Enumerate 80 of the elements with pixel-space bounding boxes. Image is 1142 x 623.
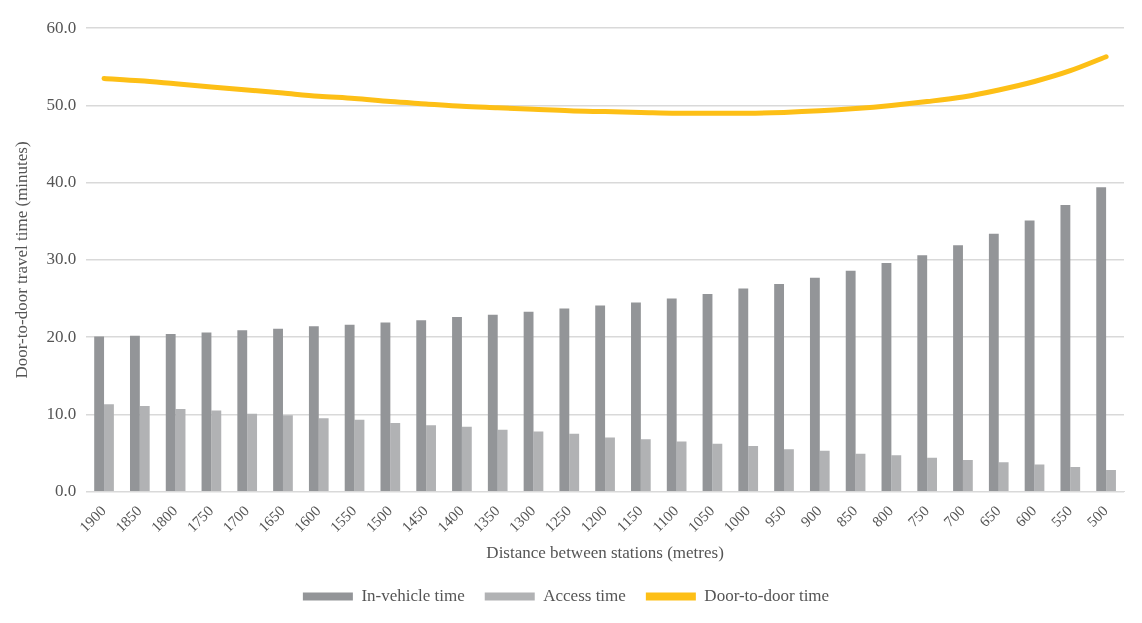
bar [855,453,866,491]
bar [380,322,391,491]
y-tick-label: 0.0 [54,481,77,501]
bar [139,405,150,491]
bar [452,317,462,491]
bar [175,409,186,491]
x-tick-label: 700 [940,502,968,530]
legend-label: Door-to-door time [704,585,830,605]
bar [738,288,749,491]
bar [666,298,677,491]
bar [201,332,212,491]
y-tick-label: 20.0 [46,326,77,346]
bar [461,426,472,491]
x-axis-title: Distance between stations (metres) [486,543,724,563]
bar [497,429,508,491]
x-tick-label: 650 [976,502,1004,530]
bar [487,314,498,491]
bar [165,334,176,491]
bar [237,330,248,491]
bar [1106,470,1116,491]
bar [426,425,436,491]
bar [416,320,427,491]
x-tick-label: 600 [1012,502,1040,530]
bar [595,305,606,491]
y-tick-label: 10.0 [46,403,77,423]
bar [318,418,329,491]
bar [94,336,105,491]
bar [881,263,892,491]
y-axis-title: Door-to-door travel time (minutes) [11,141,31,379]
bar [211,410,222,491]
bar [702,293,713,491]
bar [569,433,580,491]
y-tick-label: 40.0 [46,172,77,192]
y-tick-label: 50.0 [46,94,77,114]
bar [809,277,820,491]
x-tick-label: 500 [1083,502,1112,530]
bar [953,245,963,491]
bar [774,283,785,491]
bar [282,415,293,491]
x-tick-label: 550 [1048,502,1076,530]
legend-label: In-vehicle time [361,585,465,605]
bar [845,270,856,491]
bar [1096,187,1107,491]
x-tick-label: 900 [797,502,825,530]
bar [640,439,651,491]
bar [1034,464,1045,491]
bar [1024,220,1035,491]
bar [104,404,114,491]
x-tick-label: 750 [904,502,933,530]
bar [559,308,570,491]
bar [129,335,140,491]
bar [819,450,830,491]
x-tick-label: 800 [869,502,897,530]
bar [988,233,999,491]
bar [917,255,928,491]
bar [676,441,687,491]
bar [927,457,938,491]
bar [273,328,283,491]
x-tick-label: 850 [833,502,861,530]
bar [308,326,319,491]
bar [748,446,759,491]
bar [891,455,902,491]
bar [354,419,365,491]
y-tick-label: 60.0 [46,17,77,37]
bar [631,302,641,491]
bar [784,449,794,491]
bar [1060,205,1071,491]
bar [533,431,544,491]
legend-label: Access time [543,585,626,605]
bar [605,437,615,491]
bar [962,459,973,491]
bar [998,462,1009,491]
bar [390,422,401,491]
bar [523,311,534,491]
bar [344,324,355,491]
bar [1070,466,1081,491]
bar [712,443,723,491]
bar [247,413,258,491]
y-tick-label: 30.0 [46,249,77,269]
x-tick-label: 950 [761,502,789,530]
